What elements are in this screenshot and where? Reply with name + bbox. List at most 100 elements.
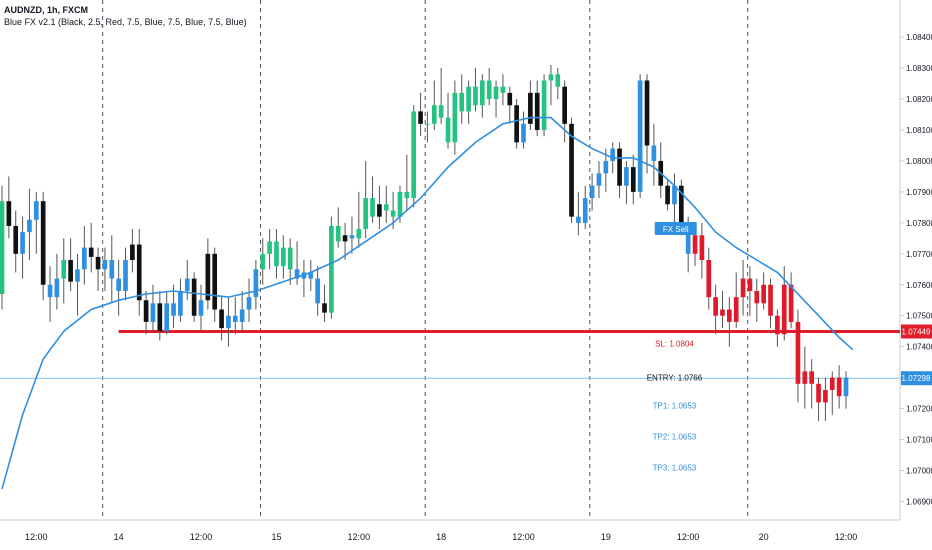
candle-body [411, 111, 417, 199]
candle-body [191, 278, 197, 316]
x-tick-label: 12:00 [677, 532, 700, 542]
y-tick-label: 1.08200 [906, 95, 932, 104]
candle-body [637, 80, 643, 192]
candle-body [294, 269, 300, 279]
candle-body [390, 210, 396, 217]
y-tick-label: 1.07600 [906, 281, 932, 290]
candle-body [281, 247, 286, 267]
candle-body [692, 235, 698, 254]
y-tick-label: 1.08000 [906, 157, 932, 166]
candle-body [843, 377, 849, 397]
entry-price-label: 1.07298 [902, 374, 931, 383]
y-tick-label: 1.07800 [906, 219, 932, 228]
candle-body [788, 284, 794, 322]
candle-body [431, 105, 437, 124]
candle-body [493, 86, 499, 100]
candle-body [507, 92, 513, 106]
x-tick-label: 18 [436, 532, 446, 542]
candle-body [239, 309, 245, 322]
x-tick-label: 12:00 [190, 532, 213, 542]
candle-body [452, 92, 458, 143]
y-tick-label: 1.07500 [906, 312, 932, 321]
y-tick-label: 1.07700 [906, 250, 932, 259]
candle-body [61, 260, 67, 279]
candle-body [678, 185, 684, 230]
x-tick-label: 12:00 [25, 532, 48, 542]
candle-body [644, 80, 650, 146]
candle-body [349, 235, 355, 239]
candle-body [116, 278, 121, 291]
trade-annotation: SL: 1.0804 [655, 340, 694, 349]
candle-body [459, 92, 465, 112]
candle-body [397, 191, 403, 217]
y-tick-label: 1.07200 [906, 405, 932, 414]
candle-body [569, 123, 574, 217]
candle-body [377, 204, 382, 217]
y-tick-label: 1.07000 [906, 466, 932, 475]
candle-body [823, 390, 828, 403]
trade-annotation: TP1: 1.0653 [653, 401, 697, 410]
candle-body [274, 241, 279, 267]
candle-body [82, 247, 87, 270]
candle-body [576, 216, 581, 223]
candle-body [706, 260, 712, 298]
candle-body [624, 167, 629, 186]
candle-body [514, 105, 519, 143]
candle-body [617, 148, 622, 186]
candle-body [541, 80, 547, 130]
candle-body [130, 244, 135, 260]
candle-body [54, 278, 60, 298]
x-tick-label: 14 [114, 532, 124, 542]
candle-body [123, 260, 128, 291]
candle-body [68, 260, 73, 282]
candle-body [363, 198, 369, 230]
candle-body [143, 300, 149, 322]
candle-body [157, 303, 163, 332]
candle-body [171, 303, 176, 316]
y-tick-label: 1.08300 [906, 64, 932, 73]
candle-body [232, 315, 238, 322]
candle-body [747, 278, 753, 291]
candle-body [781, 284, 787, 335]
sl-price-label: 1.07449 [902, 328, 931, 337]
candle-body [40, 201, 46, 285]
candle-body [425, 123, 430, 125]
candle-body [699, 235, 705, 260]
candle-body [6, 201, 12, 226]
y-tick-label: 1.07100 [906, 436, 932, 445]
candle-body [253, 269, 259, 298]
candle-body [102, 260, 108, 270]
candle-body [88, 247, 94, 257]
candle-body [589, 185, 595, 199]
x-tick-label: 12:00 [512, 532, 535, 542]
symbol-title: AUDNZD, 1h, FXCM [4, 5, 88, 15]
candle-body [486, 80, 492, 100]
candle-body [665, 185, 670, 205]
x-tick-label: 15 [271, 532, 281, 542]
candle-body [582, 198, 588, 223]
candle-body [212, 253, 218, 310]
x-tick-label: 20 [759, 532, 769, 542]
candle-body [816, 383, 821, 403]
candle-body [754, 290, 760, 304]
candle-body [768, 284, 773, 316]
candle-body [775, 315, 780, 335]
candle-body [27, 219, 32, 233]
candle-body [761, 284, 766, 304]
candle-body [610, 148, 616, 161]
trade-annotation: ENTRY: 1.0766 [647, 374, 703, 383]
candle-body [473, 86, 478, 106]
x-tick-label: 12:00 [348, 532, 371, 542]
candle-body [33, 201, 39, 220]
candle-body [75, 269, 80, 282]
candle-body [287, 247, 293, 270]
candle-body [260, 253, 266, 270]
y-tick-label: 1.06900 [906, 497, 932, 506]
signal-label-box [654, 222, 697, 236]
candle-body [596, 173, 602, 186]
candle-body [521, 123, 526, 143]
candle-body [20, 232, 25, 254]
candle-body [603, 160, 609, 174]
candle-body [418, 111, 423, 124]
